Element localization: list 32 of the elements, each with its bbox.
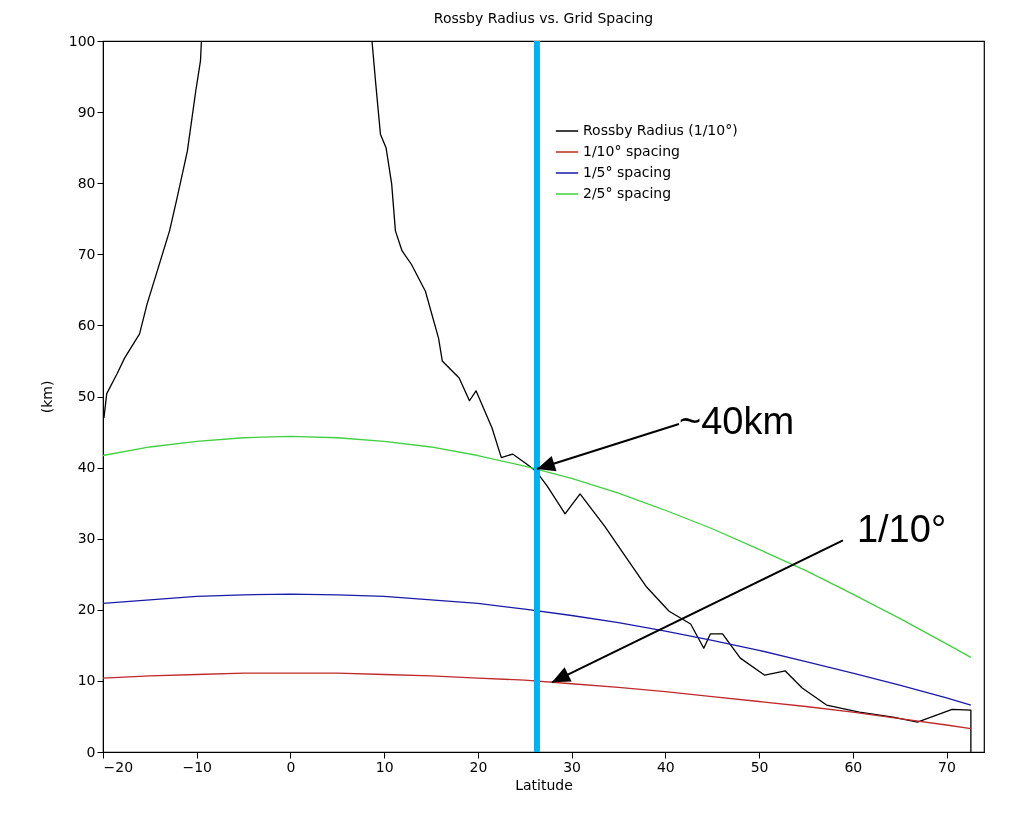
x-axis-title: Latitude [515,776,573,793]
legend-label: Rossby Radius (1/10°) [583,122,738,138]
line-series [103,593,972,706]
y-tick-label: 40 [77,459,96,476]
annotation: 1/10° [856,508,947,551]
y-tick-label: 100 [68,32,96,49]
legend-label: 1/10° spacing [583,143,680,159]
line-series [103,435,972,659]
y-tick-label: 80 [77,174,96,191]
y-tick-label: 60 [77,316,96,333]
y-axis-title: (km) [38,380,55,414]
y-tick-label: 30 [77,530,96,547]
x-tick-label: 70 [938,758,956,775]
y-tick-label: 20 [77,601,96,618]
legend-label: 1/5° spacing [583,164,672,180]
y-tick-label: 90 [77,103,96,120]
annotation: ~40km [678,400,795,443]
y-tick-label: 50 [77,388,96,404]
x-tick-label: −20 [103,758,134,775]
x-tick-label: 0 [286,758,296,775]
chart-title: Rossby Radius vs. Grid Spacing [433,10,654,26]
x-tick-label: −10 [182,758,212,775]
y-tick-label: 0 [86,743,96,760]
x-tick-label: 50 [750,758,769,775]
x-tick-label: 20 [469,758,488,775]
x-tick-label: 40 [656,758,675,775]
x-tick-label: 30 [563,758,582,775]
y-tick-label: 70 [77,245,96,262]
y-tick-label: 10 [77,672,96,689]
x-tick-label: 10 [375,758,394,775]
x-tick-label: 60 [844,758,863,775]
legend-label: 2/5° spacing [583,185,672,201]
